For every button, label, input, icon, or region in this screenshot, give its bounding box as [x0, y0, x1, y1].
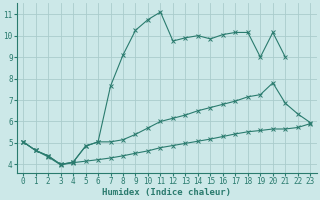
X-axis label: Humidex (Indice chaleur): Humidex (Indice chaleur) [102, 188, 231, 197]
